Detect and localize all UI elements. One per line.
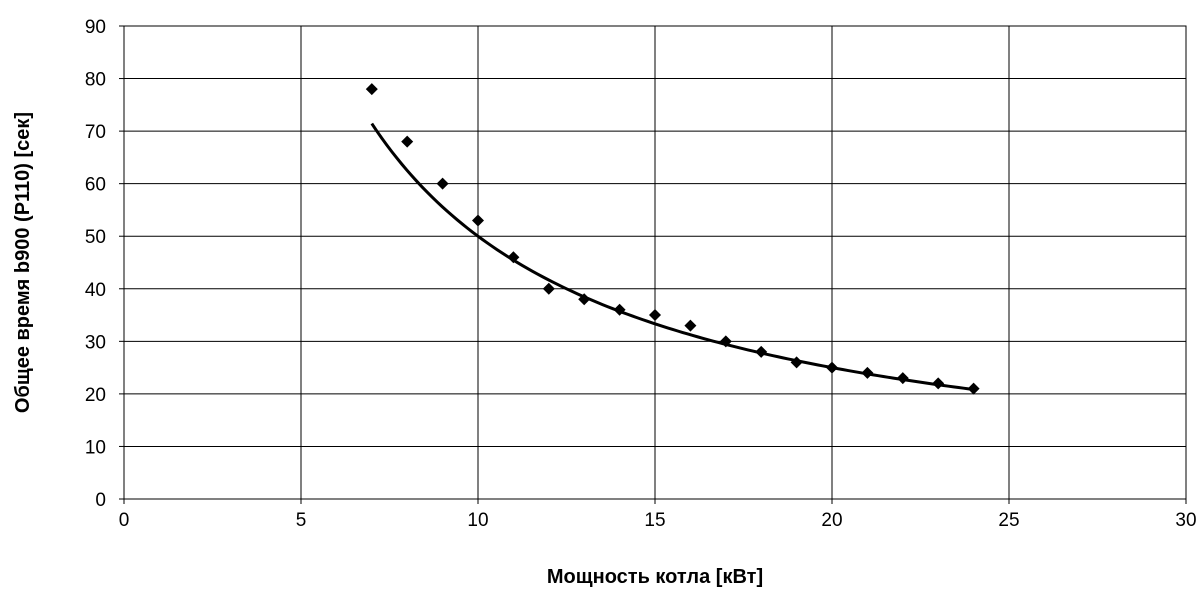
- data-point: [755, 345, 768, 358]
- y-tick-label: 90: [85, 17, 106, 38]
- data-point: [613, 303, 626, 316]
- data-point: [932, 377, 945, 390]
- data-point: [684, 319, 697, 332]
- y-tick-label: 80: [85, 70, 106, 91]
- x-tick-label: 15: [644, 510, 665, 531]
- x-tick-label: 10: [467, 510, 488, 531]
- data-point: [967, 382, 980, 395]
- x-tick-label: 30: [1175, 510, 1196, 531]
- data-point: [365, 83, 378, 96]
- grid: [123, 25, 1187, 500]
- x-tick-label: 0: [119, 510, 130, 531]
- y-tick-label: 70: [85, 122, 106, 143]
- y-tick-label: 40: [85, 280, 106, 301]
- x-tick-label: 5: [296, 510, 307, 531]
- trend-line: [370, 122, 974, 391]
- data-points: [365, 83, 980, 395]
- y-axis-title: Общее время b900 (P110) [сек]: [12, 112, 34, 413]
- y-axis-ticks: 0 10 20 30 40 50 60 70 80 90: [85, 17, 124, 511]
- x-axis-title: Мощность котла [кВт]: [547, 566, 763, 588]
- data-point: [436, 177, 449, 190]
- y-tick-label: 30: [85, 332, 106, 353]
- data-point: [826, 361, 838, 374]
- data-point: [790, 356, 803, 369]
- data-point: [649, 309, 661, 322]
- data-point: [542, 282, 555, 295]
- y-tick-label: 10: [85, 437, 106, 458]
- y-tick-label: 50: [85, 227, 106, 248]
- x-tick-label: 25: [998, 510, 1019, 531]
- data-point: [401, 135, 414, 148]
- data-point: [861, 366, 874, 379]
- y-tick-label: 60: [85, 175, 106, 196]
- data-point: [507, 251, 520, 264]
- x-tick-label: 20: [821, 510, 842, 531]
- y-tick-label: 0: [95, 490, 106, 511]
- y-tick-label: 20: [85, 385, 106, 406]
- data-point: [719, 335, 732, 348]
- data-point: [472, 214, 484, 227]
- data-point: [896, 372, 909, 385]
- x-axis-ticks: 0 5 10 15 20 25 30: [119, 499, 1197, 531]
- data-point: [578, 293, 591, 306]
